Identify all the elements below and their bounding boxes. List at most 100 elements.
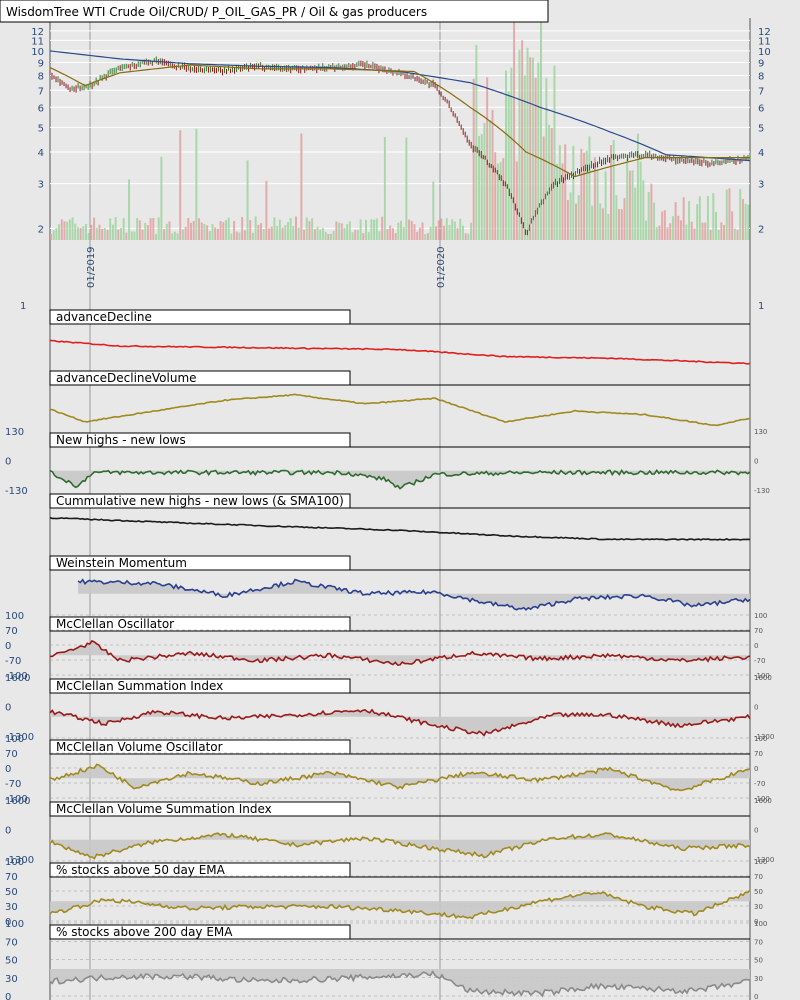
price-ytick-left: 10 bbox=[31, 47, 44, 58]
volume-bar bbox=[717, 229, 720, 240]
volume-bar bbox=[515, 161, 518, 240]
volume-bar bbox=[534, 77, 537, 240]
volume-bar bbox=[634, 187, 637, 240]
volume-bar bbox=[354, 229, 357, 240]
panel-ytick-right: 30 bbox=[754, 975, 763, 983]
volume-bar bbox=[284, 225, 287, 240]
volume-bar bbox=[149, 218, 152, 240]
volume-bar bbox=[593, 157, 596, 240]
panel-ytick-right: 0 bbox=[754, 458, 758, 466]
volume-bar bbox=[365, 219, 367, 240]
indicator-panel: advanceDeclineVolume bbox=[49, 370, 751, 427]
indicator-panel: New highs - new lows 130 130 0 0 -130 -130 bbox=[5, 427, 770, 497]
volume-bar bbox=[71, 217, 74, 240]
panel-ytick-right: 50 bbox=[754, 888, 763, 896]
panel-ytick-right: 100 bbox=[754, 858, 767, 866]
volume-bar bbox=[685, 224, 688, 240]
volume-bar bbox=[575, 203, 577, 240]
panel-ytick-left: 70 bbox=[5, 937, 18, 948]
volume-bar bbox=[233, 220, 236, 240]
volume-bar bbox=[260, 223, 262, 240]
volume-bar bbox=[219, 220, 222, 240]
price-ytick-left: 7 bbox=[38, 86, 44, 97]
panel-ytick-left: 50 bbox=[5, 956, 18, 967]
volume-bar bbox=[677, 215, 680, 240]
sma-fast-line bbox=[49, 64, 750, 178]
price-ytick-right: 5 bbox=[758, 123, 764, 134]
volume-bar bbox=[456, 228, 459, 240]
volume-bar bbox=[628, 170, 631, 240]
volume-bar bbox=[499, 162, 502, 240]
panel-title-box bbox=[49, 739, 351, 755]
panel-ytick-left: 100 bbox=[5, 734, 24, 745]
volume-bar bbox=[548, 124, 551, 240]
volume-bar bbox=[378, 231, 381, 240]
volume-bar bbox=[690, 221, 693, 240]
volume-bar bbox=[426, 233, 429, 240]
volume-bar bbox=[631, 170, 634, 240]
panel-series-line bbox=[49, 469, 751, 490]
panel-ytick-left: -70 bbox=[5, 656, 21, 667]
volume-bar bbox=[531, 57, 534, 241]
panel-series-line bbox=[49, 889, 751, 920]
indicator-panel: Weinstein Momentum bbox=[49, 555, 751, 611]
volume-bar bbox=[688, 201, 691, 240]
volume-bar bbox=[50, 233, 52, 240]
panel-ytick-right: 100 bbox=[754, 735, 767, 743]
volume-bar bbox=[397, 222, 400, 240]
volume-bar bbox=[128, 179, 131, 240]
volume-bar bbox=[421, 222, 424, 240]
volume-bar bbox=[168, 221, 171, 240]
volume-bar bbox=[558, 145, 561, 240]
volume-bar bbox=[268, 228, 271, 240]
panel-ytick-left: 0 bbox=[5, 992, 11, 1000]
volume-bar bbox=[184, 226, 187, 240]
volume-bar bbox=[443, 225, 446, 240]
volume-bar bbox=[706, 196, 709, 240]
volume-bar bbox=[262, 229, 265, 240]
panel-ytick-right: 0 bbox=[754, 704, 758, 712]
volume-bar bbox=[658, 225, 661, 240]
volume-bar bbox=[432, 181, 435, 240]
volume-bar bbox=[198, 218, 201, 240]
volume-bar bbox=[343, 228, 346, 240]
volume-bar bbox=[60, 219, 63, 240]
volume-bar bbox=[655, 227, 658, 240]
lower-ytick-right: 1 bbox=[758, 301, 764, 312]
volume-bar bbox=[136, 217, 139, 240]
main-title: WisdomTree WTI Crude Oil/CRUD/ P_OIL_GAS… bbox=[6, 5, 427, 19]
volume-bar bbox=[510, 67, 513, 240]
volume-bar bbox=[103, 228, 106, 240]
volume-bar bbox=[208, 231, 211, 240]
volume-bar bbox=[626, 158, 629, 240]
volume-bar bbox=[340, 223, 343, 240]
volume-bar bbox=[109, 218, 112, 240]
panel-title-box bbox=[49, 493, 351, 509]
volume-bar bbox=[179, 130, 182, 240]
volume-bar bbox=[585, 150, 588, 240]
volume-bar bbox=[569, 192, 572, 240]
volume-bar bbox=[311, 218, 314, 240]
volume-bar bbox=[225, 220, 227, 240]
volume-bar bbox=[125, 232, 128, 240]
panel-title: McClellan Oscillator bbox=[56, 617, 174, 631]
panel-title: McClellan Volume Summation Index bbox=[56, 802, 272, 816]
volume-bar bbox=[518, 49, 521, 240]
volume-bar bbox=[238, 232, 241, 240]
price-ytick-right: 12 bbox=[758, 27, 771, 38]
volume-bar bbox=[346, 224, 349, 240]
volume-bar bbox=[596, 170, 599, 240]
volume-bar bbox=[650, 183, 653, 240]
volume-bar bbox=[741, 199, 744, 240]
volume-bar bbox=[152, 217, 155, 240]
volume-bar bbox=[216, 228, 219, 240]
volume-bar bbox=[87, 232, 90, 240]
panel-ytick-left: -1300 bbox=[5, 855, 34, 866]
volume-bar bbox=[114, 217, 117, 240]
volume-bar bbox=[709, 229, 712, 240]
volume-bar bbox=[332, 230, 335, 240]
indicator-panel: McClellan Summation Index 1600 1600 0 0 -1300… bbox=[5, 673, 774, 743]
panel-ytick-left: 130 bbox=[5, 427, 24, 438]
volume-bar bbox=[370, 219, 373, 240]
panel-ytick-right: 130 bbox=[754, 428, 767, 436]
